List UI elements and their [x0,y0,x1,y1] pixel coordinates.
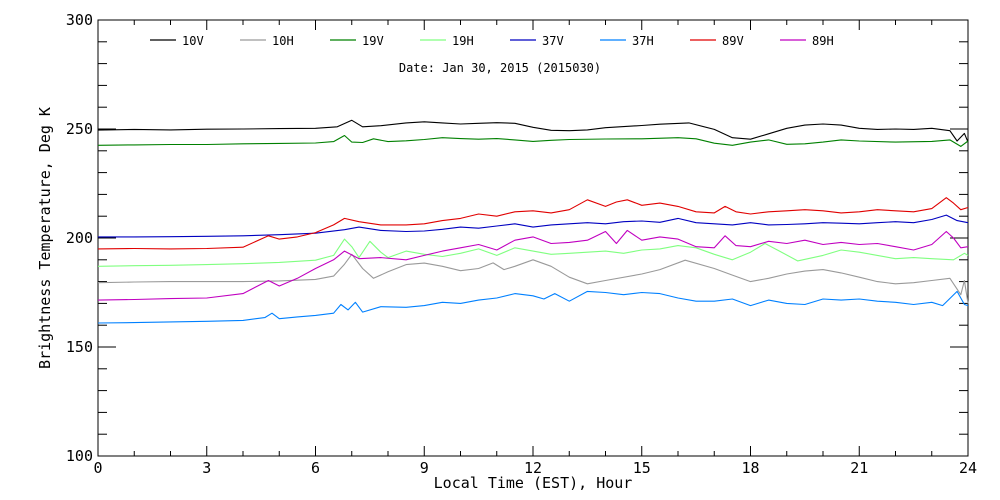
x-tick-label: 24 [959,459,977,477]
series-line-37h [97,290,969,324]
x-tick-label: 3 [202,459,211,477]
legend: 10V 10H 19V 19H 37V 37H 89V 89H [150,34,834,48]
series-line-89h [97,229,969,301]
legend-label-37h: 37H [632,34,654,48]
x-tick-label: 12 [524,459,542,477]
y-tick-label: 150 [66,338,93,356]
x-tick-label: 9 [420,459,429,477]
legend-label-19h: 19H [452,34,474,48]
y-tick-label: 100 [66,447,93,465]
y-tick-label: 200 [66,229,93,247]
series-line-37v [98,214,969,238]
series-line-19v [97,134,969,147]
legend-label-37v: 37V [542,34,564,48]
x-tick-label: 6 [311,459,320,477]
x-tick-label: 21 [850,459,868,477]
series-line-10h [97,253,969,304]
legend-label-10v: 10V [182,34,204,48]
x-tick-label: 0 [93,459,102,477]
date-annotation: Date: Jan 30, 2015 (2015030) [399,61,601,75]
series-line-89v [97,197,969,250]
legend-label-89h: 89H [812,34,834,48]
x-axis-title: Local Time (EST), Hour [434,474,633,492]
legend-label-19v: 19V [362,34,384,48]
x-tick-label: 18 [741,459,759,477]
y-tick-label: 300 [66,11,93,29]
axis-ticks: 0 3 6 9 12 15 18 21 24 100 150 200 250 300 [66,11,977,477]
y-tick-label: 250 [66,120,93,138]
series-lines [97,119,969,324]
series-line-10v [97,119,969,143]
legend-label-89v: 89V [722,34,744,48]
legend-label-10h: 10H [272,34,294,48]
y-axis-title: Brightness Temperature, Deg K [36,107,54,369]
x-tick-label: 15 [633,459,651,477]
plot-frame [97,19,969,457]
series-line-19h [97,238,969,267]
